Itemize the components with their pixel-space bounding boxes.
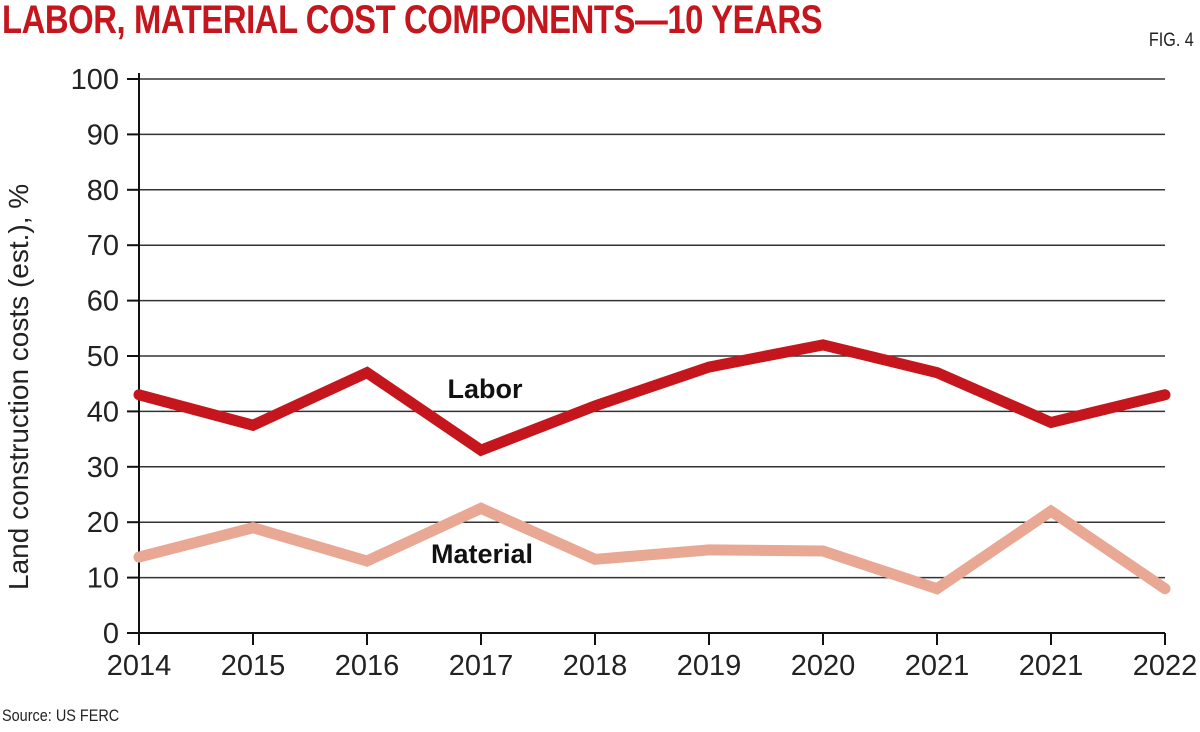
series-line-labor bbox=[133, 339, 1171, 457]
series-label-material: Material bbox=[431, 539, 533, 569]
x-tick-label: 2021 bbox=[905, 650, 970, 682]
y-tick-label: 60 bbox=[87, 286, 119, 318]
x-tick-label: 2019 bbox=[677, 650, 742, 682]
series-label-labor: Labor bbox=[447, 374, 522, 404]
y-tick-label: 100 bbox=[71, 64, 119, 96]
y-tick-label: 0 bbox=[103, 618, 119, 650]
y-tick-label: 50 bbox=[87, 341, 119, 373]
y-tick-label: 80 bbox=[87, 175, 119, 207]
x-tick-label: 2021 bbox=[1019, 650, 1084, 682]
x-tick-label: 2022 bbox=[1133, 650, 1198, 682]
y-tick-label: 40 bbox=[87, 396, 119, 428]
y-axis-label: Land construction costs (est.), % bbox=[3, 184, 34, 590]
x-tick-label: 2016 bbox=[335, 650, 400, 682]
chart-title: LABOR, MATERIAL COST COMPONENTS—10 YEARS bbox=[2, 0, 823, 42]
x-tick-label: 2020 bbox=[791, 650, 856, 682]
y-tick-label: 30 bbox=[87, 452, 119, 484]
y-tick-label: 10 bbox=[87, 563, 119, 595]
y-tick-label: 70 bbox=[87, 230, 119, 262]
x-tick-label: 2018 bbox=[563, 650, 628, 682]
x-tick-label: 2017 bbox=[449, 650, 514, 682]
y-tick-label: 90 bbox=[87, 119, 119, 151]
source-note: Source: US FERC bbox=[2, 706, 120, 725]
figure-label: FIG. 4 bbox=[1149, 30, 1194, 51]
y-tick-label: 20 bbox=[87, 507, 119, 539]
series-line-material bbox=[133, 502, 1171, 595]
x-tick-label: 2015 bbox=[221, 650, 286, 682]
x-tick-label: 2014 bbox=[107, 650, 172, 682]
